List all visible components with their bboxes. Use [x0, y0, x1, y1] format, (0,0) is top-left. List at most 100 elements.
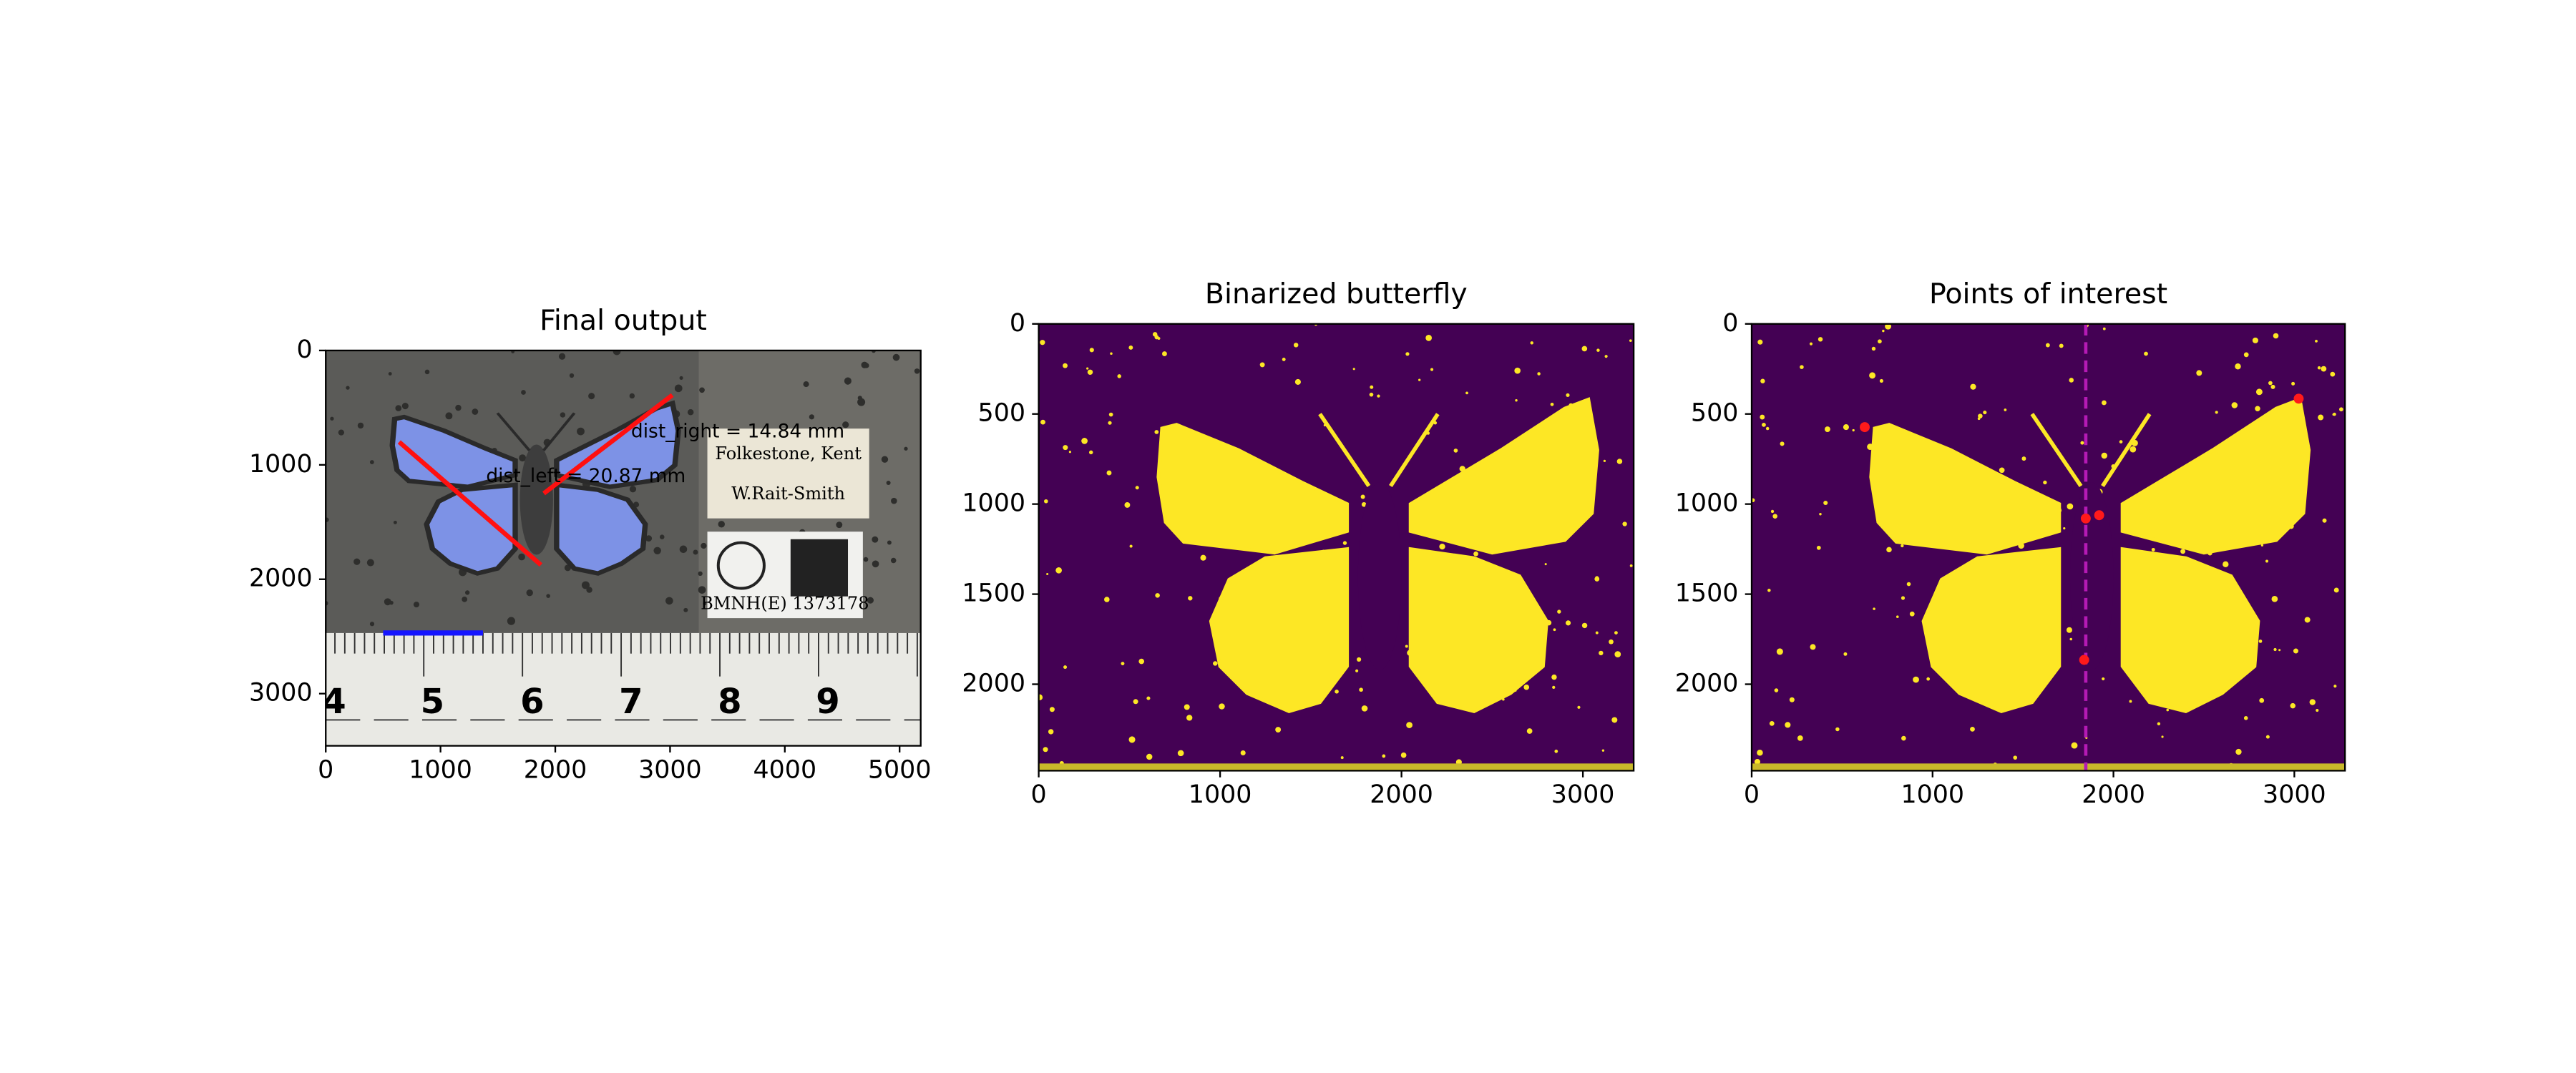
photo-speck — [887, 540, 892, 545]
binary-speck — [1581, 622, 1588, 629]
measure-line — [397, 440, 543, 567]
binary-speck — [1117, 374, 1121, 378]
photo-speck — [586, 587, 592, 593]
binary-speck — [1063, 363, 1068, 368]
photo-speck — [687, 408, 694, 416]
photo-speck — [518, 553, 525, 561]
binary-speck — [2080, 441, 2084, 445]
binary-speck — [1068, 451, 1072, 454]
binary-speck — [1603, 459, 1606, 462]
y-tick-label: 0 — [1010, 309, 1025, 338]
binary-speck — [2102, 327, 2106, 330]
binary-speck — [1885, 323, 1892, 330]
binary-speck — [2255, 388, 2263, 396]
binary-speck — [1046, 573, 1049, 576]
binary-speck — [2223, 561, 2229, 568]
binary-speck — [2069, 637, 2073, 641]
binary-speck — [1294, 378, 1301, 385]
butterfly-body — [1357, 482, 1402, 670]
y-tick-label: 0 — [296, 335, 312, 364]
binary-speck — [1465, 391, 1468, 395]
binary-speck — [1843, 424, 1849, 431]
binary-speck — [1774, 688, 1779, 692]
image-content: Folkestone, Kent W.Rait-Smith BMNH(E) 1373… — [326, 350, 921, 746]
binary-speck — [1377, 394, 1380, 398]
binary-speck — [1044, 499, 1048, 504]
binary-speck — [1259, 362, 1265, 368]
binary-speck — [2293, 648, 2298, 654]
antenna — [2030, 413, 2083, 488]
binary-speck — [1038, 694, 1043, 700]
binary-speck — [2290, 702, 2296, 709]
ruler-number: 9 — [816, 682, 839, 722]
photo-speck — [861, 361, 868, 368]
photo-speck — [507, 617, 516, 625]
binary-speck — [2317, 366, 2321, 370]
x-tick-label: 1000 — [1901, 780, 1964, 809]
x-tick-label: 3000 — [1551, 780, 1615, 809]
binary-speck — [1550, 402, 1554, 406]
label-text: W.Rait-Smith — [731, 484, 845, 504]
photo-speck — [424, 369, 430, 375]
binary-speck — [1767, 589, 1771, 592]
photo-speck — [384, 598, 391, 606]
photo-speck — [581, 581, 590, 589]
binary-speck — [1629, 339, 1632, 342]
binary-speck — [1554, 749, 1558, 753]
binary-speck — [1879, 378, 1883, 383]
binary-speck — [1581, 346, 1588, 352]
x-tick-label: 2000 — [524, 755, 587, 784]
binary-speck — [1360, 494, 1365, 499]
binary-speck — [1146, 696, 1151, 700]
photo-speck — [401, 402, 409, 410]
image-content — [1038, 323, 1634, 771]
point — [2094, 510, 2104, 521]
x-tick-label: 1000 — [409, 755, 472, 784]
photo-speck — [886, 480, 891, 485]
binary-speck — [1886, 547, 1892, 553]
binary-speck — [1551, 674, 1557, 680]
binary-speck — [2119, 440, 2123, 444]
binary-speck — [1425, 335, 1433, 341]
photo-speck — [526, 589, 533, 597]
binary-speck — [2333, 685, 2337, 688]
binary-speck — [1901, 596, 1906, 600]
binary-speck — [1810, 644, 1816, 650]
binary-speck — [1553, 628, 1556, 632]
binary-speck — [2304, 617, 2311, 623]
binary-speck — [1418, 378, 1421, 381]
photo-speck — [693, 549, 698, 555]
photo-speck — [560, 412, 566, 418]
binary-speck — [1754, 758, 1761, 765]
binary-speck — [1983, 410, 1987, 415]
binary-speck — [1757, 749, 1763, 756]
butterfly-body — [2069, 482, 2114, 670]
photo-speck — [701, 542, 707, 549]
binary-speck — [1789, 697, 1795, 702]
photo-speck — [462, 596, 468, 602]
binary-speck — [1772, 514, 1777, 519]
binary-speck — [1530, 341, 1533, 345]
binary-speck — [1405, 645, 1408, 648]
bottom-strip — [1752, 763, 2346, 771]
photo-speck — [703, 602, 707, 606]
annotation: dist_left = 20.87 mm — [486, 465, 686, 487]
binary-speck — [1614, 631, 1618, 635]
binary-speck — [1293, 343, 1299, 348]
binary-speck — [1104, 597, 1110, 602]
binary-speck — [2045, 343, 2050, 348]
photo-speck — [546, 594, 550, 598]
x-tick-label: 0 — [1031, 780, 1047, 809]
specimen-label — [707, 428, 869, 519]
binary-speck — [2129, 700, 2132, 703]
binary-speck — [1852, 428, 1855, 432]
binary-speck — [1342, 541, 1347, 545]
binary-speck — [2258, 640, 2263, 643]
butterfly-mask — [1869, 397, 2311, 713]
binary-speck — [1970, 726, 1975, 732]
antenna — [2101, 413, 2152, 487]
binary-speck — [1055, 567, 1062, 574]
axes-image — [1038, 323, 1634, 771]
point — [2293, 393, 2304, 404]
